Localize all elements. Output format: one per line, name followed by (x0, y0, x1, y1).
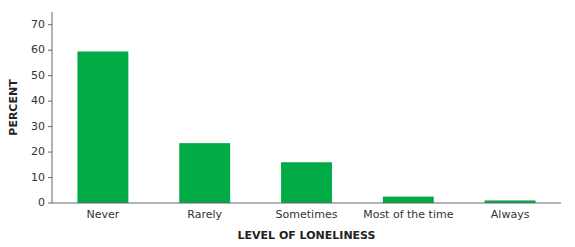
y-axis: 0 10 20 30 40 50 60 70 (31, 12, 52, 209)
x-axis-line (52, 203, 561, 204)
bar (281, 162, 332, 203)
y-tick-label: 50 (31, 69, 45, 82)
y-tick-label: 60 (31, 43, 45, 56)
x-axis-label: LEVEL OF LONELINESS (238, 229, 376, 242)
bar (179, 143, 230, 203)
y-axis-label: PERCENT (7, 79, 20, 136)
y-tick (48, 177, 52, 178)
chart-container: 0 10 20 30 40 50 60 70 Never Rarely Sometimes Most … (0, 0, 575, 247)
y-tick-label: 10 (31, 171, 45, 184)
x-tick-label: Most of the time (363, 208, 453, 221)
y-tick (48, 50, 52, 51)
y-tick (48, 126, 52, 127)
y-tick-label: 40 (31, 94, 45, 107)
x-tick-label: Sometimes (276, 208, 338, 221)
y-tick-label: 0 (38, 196, 45, 209)
y-tick-label: 70 (31, 18, 45, 31)
y-axis-line (52, 12, 53, 203)
y-tick-label: 20 (31, 145, 45, 158)
bars (77, 51, 535, 203)
x-tick-label: Rarely (187, 208, 222, 221)
y-tick (48, 152, 52, 153)
chart-svg: 0 10 20 30 40 50 60 70 Never Rarely Sometimes Most … (0, 0, 575, 247)
y-tick (48, 203, 52, 204)
y-tick (48, 24, 52, 25)
y-tick (48, 101, 52, 102)
y-tick-label: 30 (31, 120, 45, 133)
y-tick (48, 75, 52, 76)
x-tick-label: Always (491, 208, 530, 221)
x-axis: Never Rarely Sometimes Most of the time Alwa… (52, 203, 561, 221)
bar (383, 197, 434, 203)
x-tick-label: Never (87, 208, 120, 221)
bar (77, 51, 128, 203)
